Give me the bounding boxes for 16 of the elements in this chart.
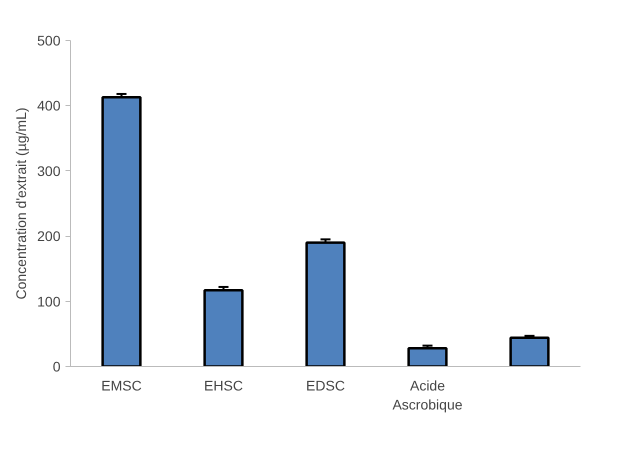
x-tick-label: EHSC (204, 378, 243, 394)
x-tick-label: EMSC (101, 378, 142, 394)
bar (305, 241, 346, 366)
bar (509, 336, 550, 366)
bar (203, 288, 244, 366)
y-tick-label: 100 (37, 293, 61, 310)
y-tick-label: 400 (37, 98, 61, 114)
x-tick-label: Acide Ascrobique (392, 378, 463, 413)
y-tick-label: 300 (37, 162, 61, 179)
y-tick-label: 0 (52, 358, 61, 374)
y-axis-title: Concentration d'extrait (µg/mL) (13, 107, 30, 300)
bar (407, 346, 448, 366)
x-tick-label: EDSC (306, 378, 345, 394)
y-tick-label: 500 (37, 32, 61, 48)
y-tick-label: 200 (37, 228, 61, 244)
bar (101, 96, 142, 366)
